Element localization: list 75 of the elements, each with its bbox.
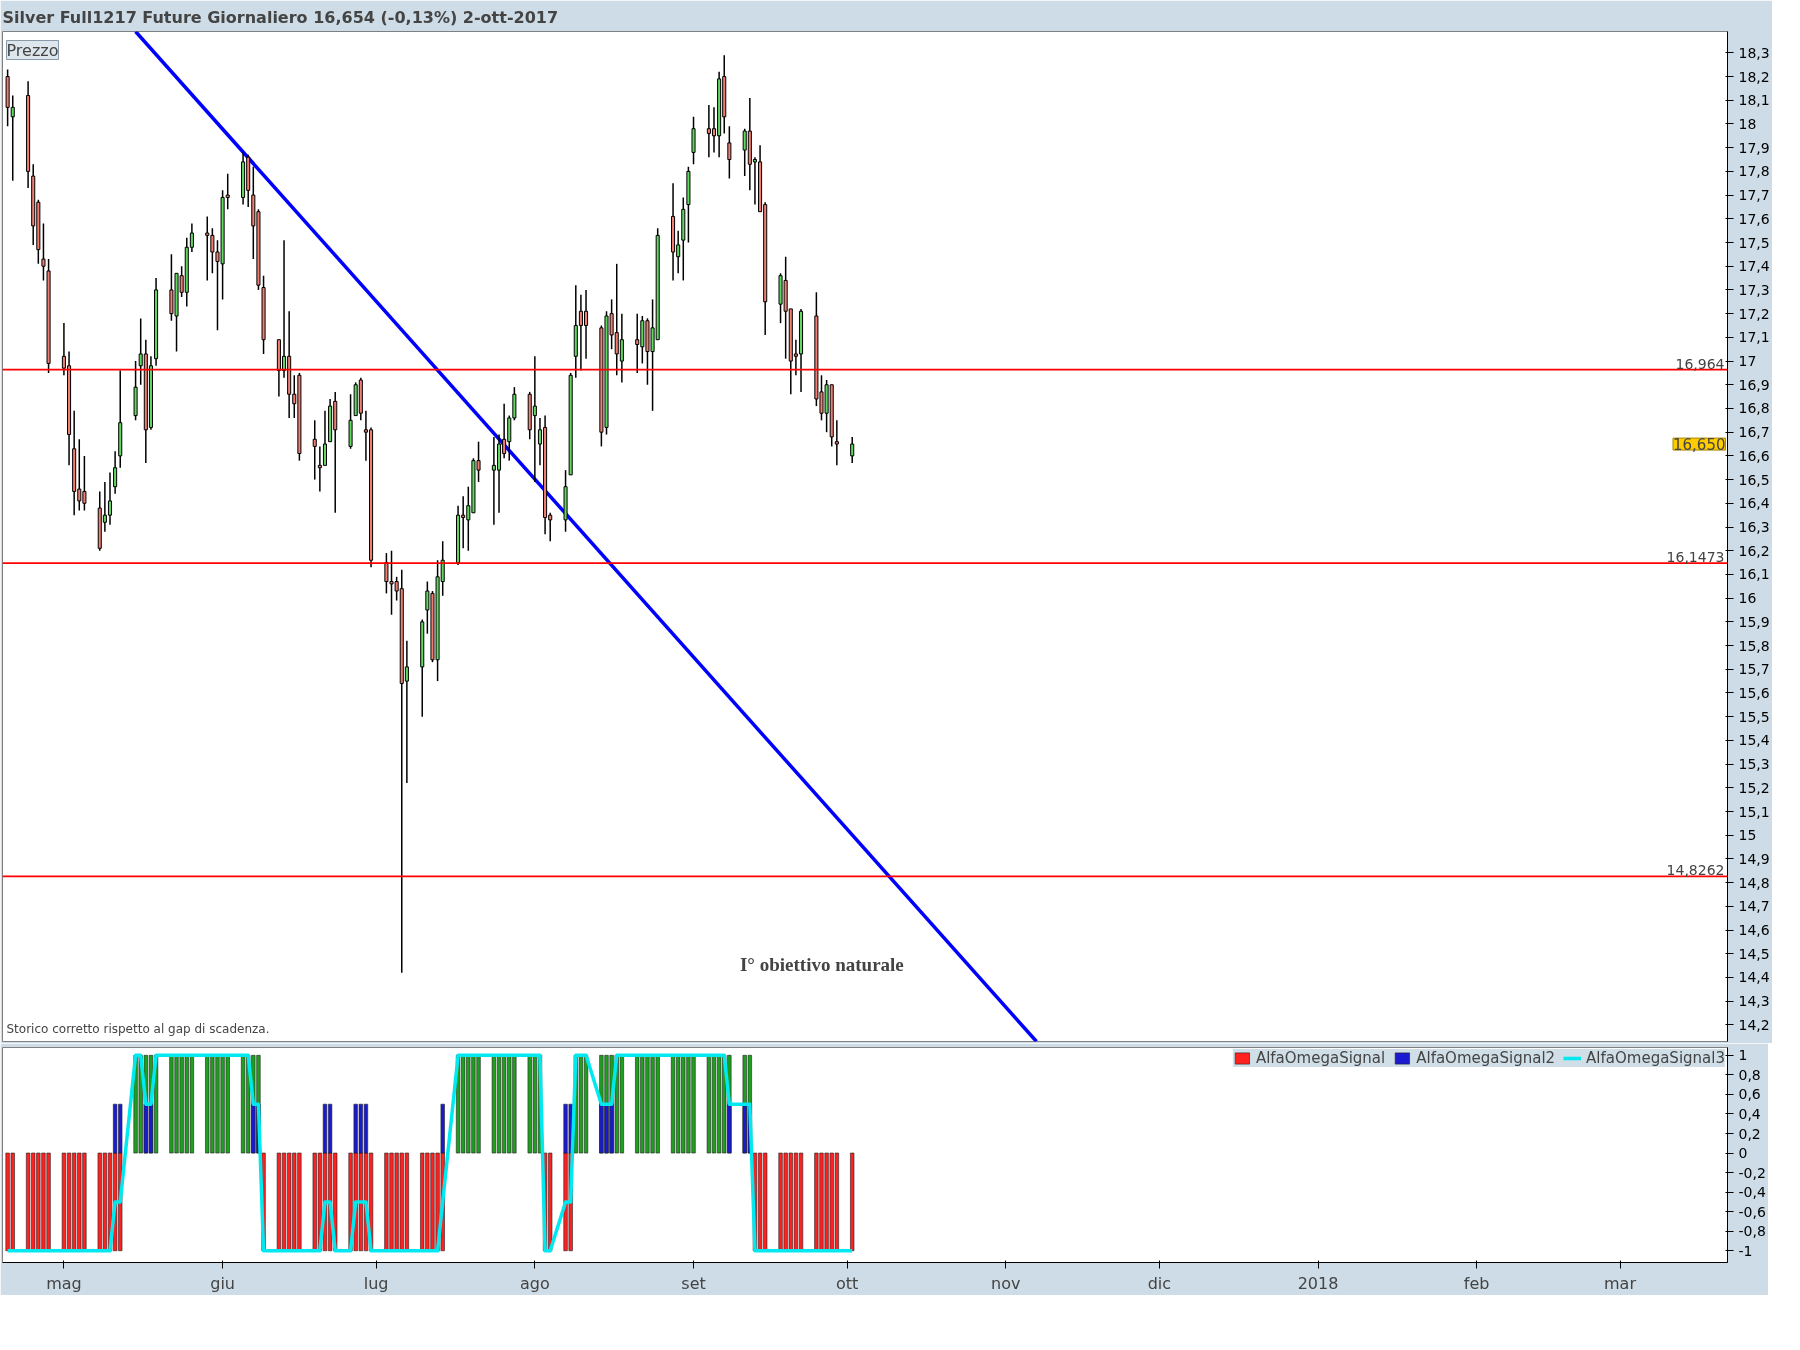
x-tick-label: mar (1604, 1273, 1637, 1293)
annotation: 16,650 (1673, 436, 1726, 455)
x-tick-label: dic (1147, 1273, 1172, 1293)
annotation: Storico corretto rispetto al gap di scadenza. (6, 1021, 270, 1036)
x-tick-label: giu (210, 1273, 235, 1293)
y-tick-label: 16,6 (1738, 447, 1770, 464)
y-tick-label: 15,5 (1738, 708, 1770, 725)
x-tick-label: 2018 (1297, 1273, 1339, 1293)
y-tick-label: 14,2 (1738, 1016, 1770, 1033)
y-tick-label: 0,8 (1738, 1066, 1761, 1083)
y-tick-label: 14,6 (1738, 922, 1770, 939)
y-tick-label: 18,1 (1738, 92, 1770, 109)
y-tick-label: 0,4 (1738, 1105, 1761, 1122)
x-tick-label: nov (991, 1273, 1021, 1293)
y-tick-label: 0,2 (1738, 1125, 1761, 1142)
y-tick-label: 16,4 (1738, 495, 1770, 512)
y-tick-label: 18,3 (1738, 44, 1770, 61)
y-tick-label: 14,8 (1738, 874, 1770, 891)
y-tick-label: 16,3 (1738, 519, 1770, 536)
y-tick-label: 17,4 (1738, 258, 1770, 275)
y-tick-label: -0,2 (1738, 1164, 1766, 1181)
y-tick-label: 16,1 (1738, 566, 1770, 583)
ref-line-label: 16,1473 (1666, 549, 1725, 566)
y-tick-label: 18,2 (1738, 68, 1770, 85)
legend-label: AlfaOmegaSignal3 (1586, 1049, 1725, 1067)
y-tick-label: -1 (1738, 1242, 1753, 1259)
y-tick-label: 17,1 (1738, 329, 1770, 346)
legend-label: AlfaOmegaSignal (1255, 1049, 1386, 1067)
y-tick-label: 14,3 (1738, 993, 1770, 1010)
x-tick-label: feb (1463, 1273, 1490, 1293)
x-tick-label: lug (363, 1273, 389, 1293)
y-tick-label: 17,6 (1738, 210, 1770, 227)
y-tick-label: 1 (1738, 1047, 1748, 1064)
y-tick-label: 15,6 (1738, 684, 1770, 701)
y-tick-label: 0 (1738, 1145, 1748, 1162)
ref-line-label: 16,964 (1675, 355, 1725, 372)
y-tick-label: 14,9 (1738, 850, 1770, 867)
y-tick-label: 0,6 (1738, 1086, 1761, 1103)
y-tick-label: -0,4 (1738, 1184, 1766, 1201)
y-tick-label: 18 (1738, 115, 1757, 132)
y-tick-label: 15,4 (1738, 732, 1770, 749)
y-tick-label: 16,7 (1738, 424, 1770, 441)
x-tick-label: ago (519, 1273, 550, 1293)
legend-label: AlfaOmegaSignal2 (1416, 1049, 1556, 1067)
y-tick-label: 16,9 (1738, 376, 1770, 393)
y-tick-label: 15 (1738, 827, 1757, 844)
text: Prezzo (6, 40, 59, 60)
y-tick-label: 16,2 (1738, 542, 1770, 559)
y-tick-label: 17 (1738, 353, 1757, 370)
chart-title: Silver Full1217 Future Giornaliero 16,654 (-0,13%) 2-ott-2017 (2, 7, 559, 27)
y-tick-label: -0,6 (1738, 1203, 1766, 1220)
y-tick-label: 17,7 (1738, 187, 1770, 204)
x-tick-label: ott (835, 1273, 859, 1293)
y-tick-label: 17,3 (1738, 281, 1770, 298)
y-tick-label: 15,2 (1738, 779, 1770, 796)
y-tick-label: 17,2 (1738, 305, 1770, 322)
annotation: I° obiettivo naturale (739, 953, 904, 975)
y-tick-label: 17,8 (1738, 163, 1770, 180)
y-tick-label: 16,5 (1738, 471, 1770, 488)
x-tick-label: mag (46, 1273, 82, 1293)
y-tick-label: 16,8 (1738, 400, 1770, 417)
y-tick-label: 16 (1738, 590, 1757, 607)
y-tick-label: 14,7 (1738, 898, 1770, 915)
x-tick-label: set (681, 1273, 706, 1293)
y-tick-label: 15,8 (1738, 637, 1770, 654)
y-tick-label: 14,5 (1738, 945, 1770, 962)
y-tick-label: 15,3 (1738, 756, 1770, 773)
y-tick-label: 15,7 (1738, 661, 1770, 678)
ref-line-label: 14,8262 (1666, 862, 1725, 879)
y-tick-label: 14,4 (1738, 969, 1770, 986)
y-tick-label: 15,1 (1738, 803, 1770, 820)
y-tick-label: 17,5 (1738, 234, 1770, 251)
y-tick-label: 15,9 (1738, 613, 1770, 630)
y-tick-label: -0,8 (1738, 1223, 1766, 1240)
y-tick-label: 17,9 (1738, 139, 1770, 156)
